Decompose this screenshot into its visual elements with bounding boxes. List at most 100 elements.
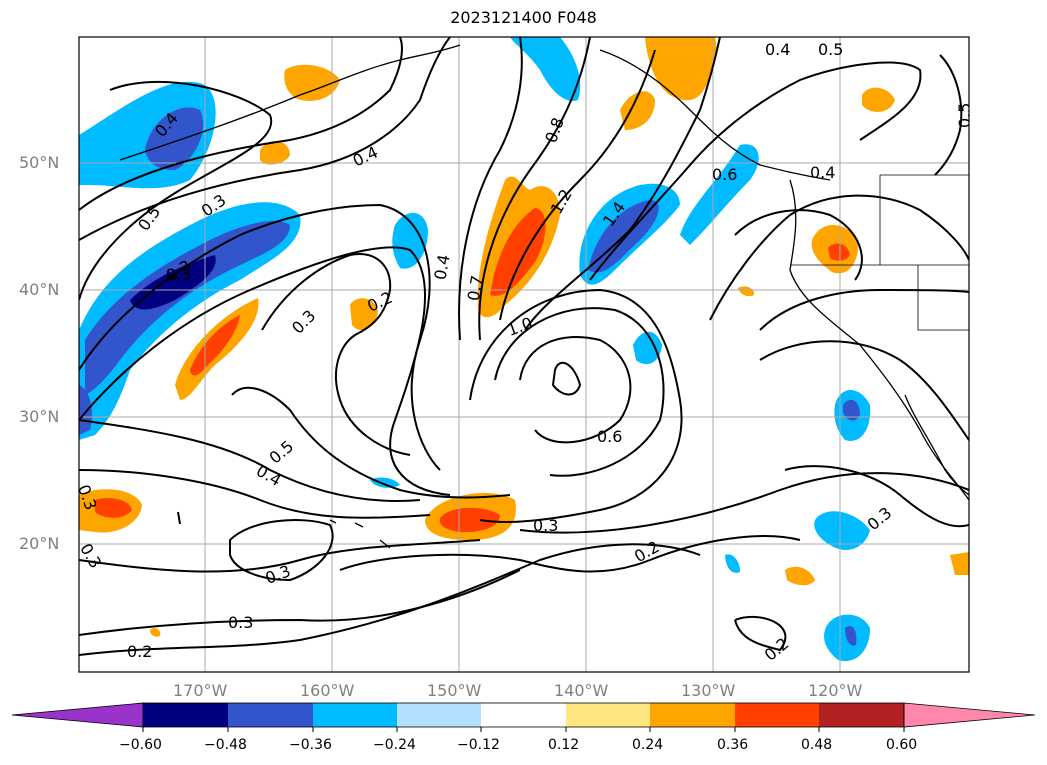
lon-label-170w: 170°W <box>173 681 228 700</box>
shade-red-diag <box>190 315 240 376</box>
contour-line <box>478 37 591 341</box>
colorbar-seg-neg036 <box>228 703 313 727</box>
colorbar-tick-label: −0.48 <box>204 737 247 753</box>
contour-line <box>551 361 582 396</box>
plot-frame <box>78 36 970 673</box>
lon-label-140w: 140°W <box>554 681 609 700</box>
colorbar-tick-label: 0.24 <box>632 737 664 753</box>
contour-line <box>519 335 632 444</box>
coast-baja <box>904 394 969 496</box>
colorbar-extend-high <box>903 702 1036 728</box>
shade-blue-s1 <box>633 331 662 365</box>
shade-blue-mid <box>392 212 428 269</box>
contour-label: 0.6 <box>712 165 737 184</box>
colorbar-tick-label: 0.48 <box>801 737 833 753</box>
shade-blue-band-inner <box>130 255 216 310</box>
contour-line <box>709 194 969 321</box>
colorbar-seg-pos036 <box>735 703 819 727</box>
contour-label: 0.5 <box>955 103 974 128</box>
lat-label-50n: 50°N <box>19 153 60 172</box>
shade-orange-topright <box>645 37 717 101</box>
colorbar-tick-label: 0.36 <box>717 737 749 753</box>
shade-blue-sm5 <box>370 477 400 488</box>
contour-lines <box>79 37 969 656</box>
contour-line <box>79 37 403 211</box>
colorbar-tick-label: 0.12 <box>548 737 580 753</box>
contour-line <box>934 54 963 176</box>
shade-orange-small1 <box>260 140 290 165</box>
contour-line <box>79 569 521 636</box>
shade-orange-sm6 <box>150 627 161 637</box>
shade-blue-band-mid <box>85 220 290 395</box>
colorbar-seg-pos012 <box>566 703 650 727</box>
contour-line <box>79 469 431 519</box>
contour-line <box>79 246 451 496</box>
lon-label-150w: 150°W <box>427 681 482 700</box>
contour-line <box>519 472 969 534</box>
contour-line <box>759 340 969 441</box>
contour-line <box>458 37 523 341</box>
shade-red-s <box>439 507 500 533</box>
contour-label: 0.6 <box>597 427 622 446</box>
lat-label-20n: 20°N <box>19 534 60 553</box>
contour-label: 0.3 <box>533 516 558 535</box>
contour-label: 0.3 <box>166 265 191 284</box>
colorbar-tick-label: −0.36 <box>289 737 332 753</box>
contour-line <box>499 49 656 321</box>
shade-blue-top <box>510 37 581 101</box>
contour-label: 0.4 <box>431 253 454 281</box>
colorbar-extend-low <box>11 702 144 728</box>
shade-orange-mid <box>350 298 378 331</box>
contour-line <box>79 419 421 502</box>
shade-red-w <box>95 498 132 518</box>
contour-label: 0.4 <box>765 40 790 59</box>
colorbar-seg-zero <box>481 703 566 727</box>
contour-line <box>79 37 451 241</box>
shade-orange-sm7 <box>738 286 755 297</box>
colorbar-seg-neg012 <box>397 703 481 727</box>
colorbar-tick-label: −0.12 <box>457 737 500 753</box>
shade-blue-nw-inner <box>145 107 204 170</box>
shade-orange-top <box>284 64 340 101</box>
shade-red-big <box>490 208 546 296</box>
contour-line <box>589 61 922 281</box>
contour-label: 0.3 <box>74 482 101 512</box>
contour-line <box>79 543 701 656</box>
map-title: 2023121400 F048 <box>450 8 597 27</box>
colorbar-seg-pos024 <box>650 703 735 727</box>
contour-line <box>339 535 801 573</box>
colorbar-seg-pos048 <box>819 703 904 727</box>
contour-line <box>734 209 863 281</box>
lon-label-120w: 120°W <box>808 681 863 700</box>
colorbar-tick-label: −0.60 <box>119 737 162 753</box>
contour-line <box>79 80 273 301</box>
shade-blue-se3-in <box>845 625 857 646</box>
lon-label-130w: 130°W <box>681 681 736 700</box>
lat-label-30n: 30°N <box>19 407 60 426</box>
contour-line <box>229 519 334 582</box>
shade-orange-tr2 <box>620 91 655 130</box>
contour-line <box>784 465 969 528</box>
contour-label: 0.4 <box>810 163 835 182</box>
colorbar-tick-label: −0.24 <box>373 737 416 753</box>
colorbar <box>11 702 1036 732</box>
contour-line <box>79 539 481 573</box>
contour-line <box>469 288 683 523</box>
contour-label: 0.7 <box>464 274 487 302</box>
contour-line <box>524 37 721 331</box>
lat-label-40n: 40°N <box>19 280 60 299</box>
contour-line <box>79 203 441 471</box>
contour-label: 0.5 <box>818 40 843 59</box>
contour-line <box>177 511 181 525</box>
shade-blue-se2 <box>814 511 870 550</box>
shade-orange-sm3 <box>950 552 969 575</box>
shade-blue-left-edge <box>79 385 92 435</box>
shade-orange-ne <box>862 87 895 112</box>
contour-line <box>734 615 787 652</box>
state-borders <box>790 174 969 331</box>
contour-line <box>261 253 411 456</box>
colorbar-seg-neg024 <box>313 703 397 727</box>
shaded-regions <box>79 37 969 662</box>
coast-aleutians <box>119 44 461 161</box>
colorbar-seg-neg048 <box>143 703 228 727</box>
